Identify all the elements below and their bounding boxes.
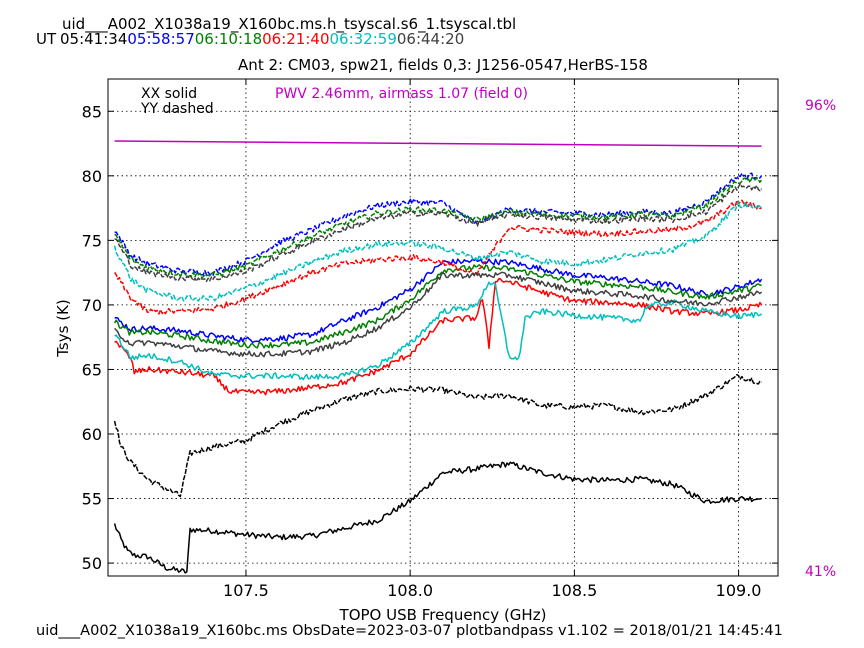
- pwv-label: PWV 2.46mm, airmass 1.07 (field 0): [275, 86, 528, 102]
- ut-time-1: 05:58:57: [127, 30, 194, 48]
- series-xx-0: [113, 461, 762, 574]
- table-name: uid___A002_X1038a19_X160bc.ms.h_tsyscal.…: [62, 15, 516, 34]
- y-tick-label-1: 55: [82, 490, 102, 509]
- x-tick-label-2: 108.5: [551, 581, 597, 600]
- y-axis-ticks: 50 55 60 65 70 75 80 85: [82, 102, 778, 573]
- y-tick-label-2: 60: [82, 425, 102, 444]
- series-xx-6: [114, 277, 763, 396]
- right-axis-labels: 96% 41%: [805, 98, 836, 580]
- y-tick-label-4: 70: [82, 296, 102, 315]
- legend-yy-dashed: YY dashed: [140, 101, 214, 117]
- series-xx-8: [114, 281, 763, 381]
- ut-time-0: 05:41:34: [60, 30, 127, 48]
- series-yy-9: [113, 201, 763, 302]
- series-xx-4: [113, 264, 762, 349]
- ut-time-2: 06:10:18: [195, 30, 262, 48]
- y-tick-label-6: 80: [82, 167, 102, 186]
- series-yy-7: [113, 199, 762, 315]
- ut-time-list: 05:41:34 05:58:57 06:10:18 06:21:40 06:32:59…: [60, 30, 464, 48]
- footer-info: uid___A002_X1038a19_X160bc.ms ObsDate=20…: [36, 623, 783, 639]
- ut-time-5: 06:44:20: [397, 30, 464, 48]
- right-label-0: 96%: [805, 98, 836, 114]
- y-tick-label-3: 65: [82, 360, 102, 379]
- x-tick-label-0: 107.5: [223, 581, 269, 600]
- y-axis-label: Tsys (K): [54, 299, 72, 358]
- series-xx-10: [114, 271, 763, 358]
- right-label-1: 41%: [805, 564, 836, 580]
- series-yy-1: [113, 373, 762, 498]
- ut-prefix: UT: [36, 30, 57, 48]
- ut-time-4: 06:32:59: [330, 30, 397, 48]
- ut-time-3: 06:21:40: [262, 30, 329, 48]
- plot-frame: [107, 78, 779, 577]
- atm-line: [114, 140, 762, 147]
- grid-lines: [108, 79, 778, 576]
- y-tick-label-7: 85: [82, 102, 102, 121]
- x-axis-ticks: 107.5 108.0 108.5 109.0: [223, 79, 761, 600]
- y-tick-label-0: 50: [82, 554, 102, 573]
- atm-transmission-line: [114, 140, 762, 147]
- series-xx-2: [114, 258, 763, 344]
- chart-title: Ant 2: CM03, spw21, fields 0,3: J1256-05…: [238, 56, 648, 74]
- series-yy-11: [114, 183, 763, 283]
- x-tick-label-1: 108.0: [387, 581, 433, 600]
- y-tick-label-5: 75: [82, 231, 102, 250]
- series-yy-3: [114, 172, 763, 277]
- x-tick-label-3: 109.0: [716, 581, 762, 600]
- x-axis-label: TOPO USB Frequency (GHz): [339, 606, 547, 624]
- legend-xx-solid: XX solid: [141, 86, 197, 102]
- series-group: [113, 172, 763, 574]
- series-yy-5: [114, 176, 763, 279]
